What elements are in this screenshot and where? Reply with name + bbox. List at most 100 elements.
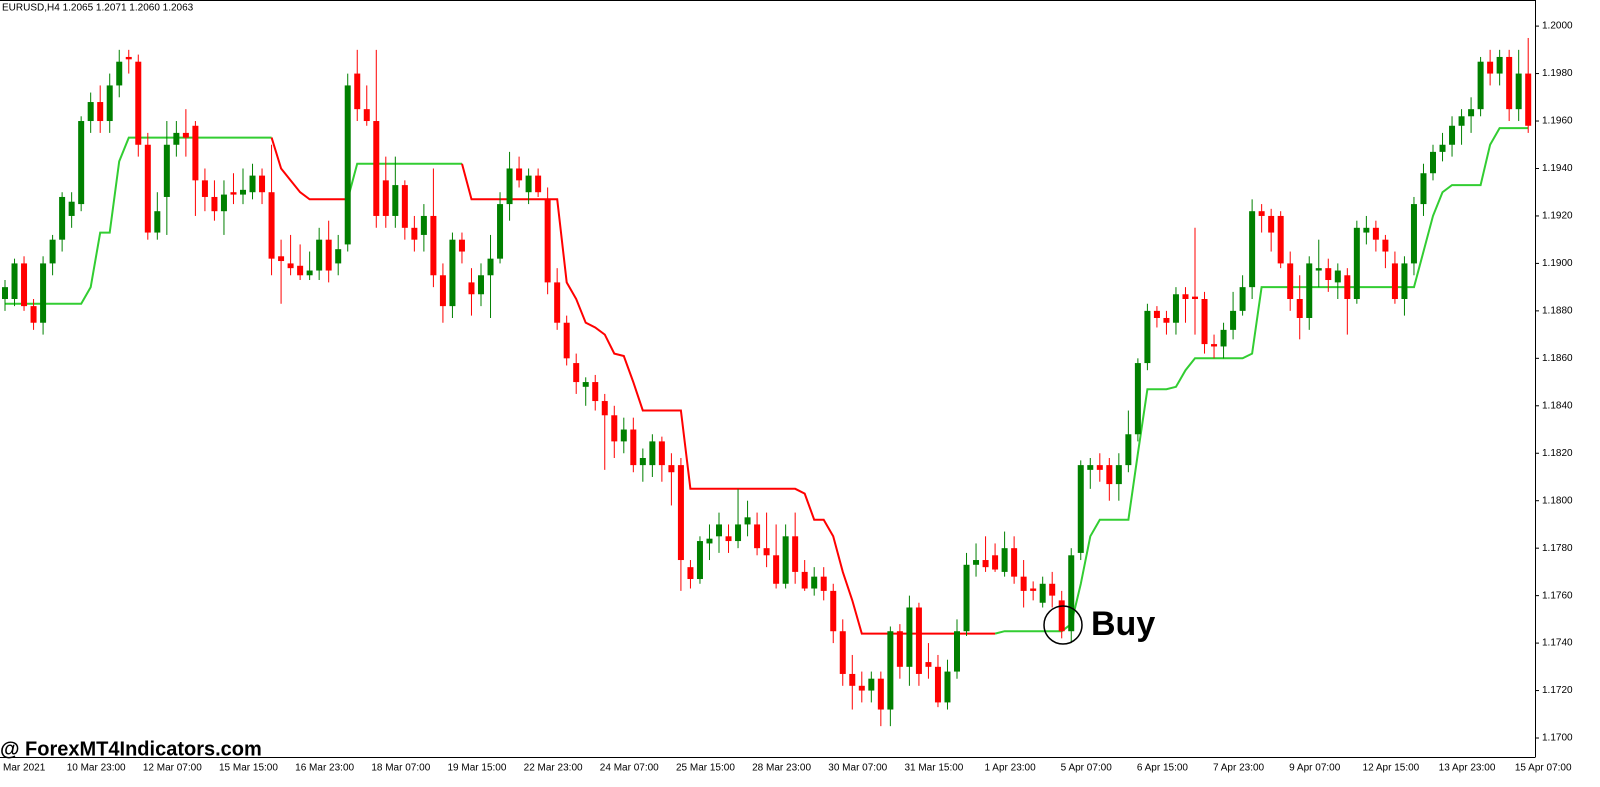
candle-body <box>1220 329 1227 347</box>
candle-body <box>782 536 789 584</box>
y-tick-label: 1.1960 <box>1542 116 1573 127</box>
candle-body <box>1268 215 1275 233</box>
candle-body <box>773 555 780 584</box>
candle-body <box>992 555 999 570</box>
candle-body <box>944 671 951 703</box>
candle-body <box>106 85 113 122</box>
x-tick-label: 9 Mar 2021 <box>0 763 46 774</box>
candle-body <box>925 662 932 667</box>
y-tick-label: 1.1740 <box>1542 638 1573 649</box>
candle-body <box>506 168 513 205</box>
x-tick-label: 24 Mar 07:00 <box>600 763 659 774</box>
candle-body <box>620 429 627 442</box>
candle-body <box>1096 465 1103 470</box>
candle-body <box>297 265 304 276</box>
candle-body <box>278 256 285 262</box>
candle-body <box>544 199 551 283</box>
candle-body <box>1153 310 1160 318</box>
candle-body <box>1382 239 1389 252</box>
candle-body <box>220 194 227 212</box>
y-tick-label: 1.1720 <box>1542 685 1573 696</box>
candle-body <box>868 678 875 691</box>
candle-body <box>801 571 808 589</box>
candle-body <box>1249 211 1256 288</box>
candle-body <box>1496 56 1503 74</box>
candle-body <box>1372 227 1379 240</box>
candle-body <box>1192 296 1198 300</box>
y-tick-label: 1.1820 <box>1542 448 1573 459</box>
signal-circle <box>1043 605 1083 645</box>
candle-body <box>963 564 970 632</box>
candle-body <box>1487 61 1494 74</box>
candle-body <box>240 189 246 195</box>
x-tick-label: 31 Mar 15:00 <box>904 763 963 774</box>
x-tick-label: 15 Apr 07:00 <box>1515 763 1572 774</box>
candle-body <box>1011 548 1018 577</box>
y-tick-label: 1.1880 <box>1542 306 1573 317</box>
x-tick-label: 7 Apr 23:00 <box>1213 763 1265 774</box>
candle-body <box>896 631 903 667</box>
candle-body <box>1410 204 1417 264</box>
x-tick-label: 13 Apr 23:00 <box>1439 763 1496 774</box>
candle-body <box>1020 576 1027 591</box>
candle-body <box>639 457 646 466</box>
candle-body <box>430 215 437 276</box>
candle-body <box>154 211 161 233</box>
candle-body <box>915 607 922 674</box>
candle-body <box>1353 227 1360 300</box>
candle-body <box>658 441 665 466</box>
candle-body <box>144 144 151 233</box>
candle-body <box>1344 275 1351 300</box>
annotation: Buy <box>1091 605 1155 643</box>
candle-body <box>849 673 856 686</box>
y-tick-label: 1.1760 <box>1542 590 1573 601</box>
x-tick-label: 22 Mar 23:00 <box>524 763 583 774</box>
x-tick-label: 28 Mar 23:00 <box>752 763 811 774</box>
candle-body <box>582 382 589 387</box>
candle-body <box>858 685 865 691</box>
candle-body <box>1258 211 1265 216</box>
candle-body <box>525 175 532 193</box>
x-tick-label: 5 Apr 07:00 <box>1061 763 1113 774</box>
candle-body <box>449 239 456 307</box>
candle-body <box>125 56 132 60</box>
x-tick-label: 19 Mar 15:00 <box>447 763 506 774</box>
candle-body <box>839 631 846 674</box>
candle-body <box>1315 268 1322 271</box>
x-tick-label: 9 Apr 07:00 <box>1289 763 1341 774</box>
y-tick-label: 1.1800 <box>1542 495 1573 506</box>
candle-body <box>1306 263 1313 318</box>
candle-body <box>516 168 523 181</box>
candle-body <box>1058 600 1065 632</box>
x-tick-label: 12 Apr 15:00 <box>1363 763 1420 774</box>
candle-body <box>934 666 941 703</box>
candle-body <box>1477 61 1484 110</box>
candle-body <box>116 61 123 86</box>
candle-body <box>316 239 323 271</box>
candle-body <box>1239 287 1246 311</box>
candle-body <box>59 196 66 240</box>
candle-body <box>630 429 637 466</box>
candle-body <box>1201 299 1208 345</box>
candle-body <box>268 192 275 259</box>
candle-body <box>687 567 694 580</box>
x-tick-label: 18 Mar 07:00 <box>371 763 430 774</box>
candle-body <box>877 678 884 710</box>
candle-body <box>173 132 180 145</box>
candle-body <box>973 560 980 565</box>
candle-body <box>49 239 56 264</box>
candle-body <box>382 180 389 216</box>
candle-body <box>1077 465 1084 553</box>
candle-body <box>573 363 580 383</box>
candle-body <box>763 548 770 556</box>
x-tick-label: 15 Mar 15:00 <box>219 763 278 774</box>
candle-body <box>1277 215 1284 264</box>
candle-body <box>373 121 380 216</box>
candle-body <box>363 109 370 122</box>
candle-body <box>97 102 104 122</box>
y-tick-label: 1.2000 <box>1542 21 1573 32</box>
plot-area <box>2 37 1532 727</box>
candle-body <box>611 415 618 442</box>
candle-body <box>1172 294 1179 323</box>
